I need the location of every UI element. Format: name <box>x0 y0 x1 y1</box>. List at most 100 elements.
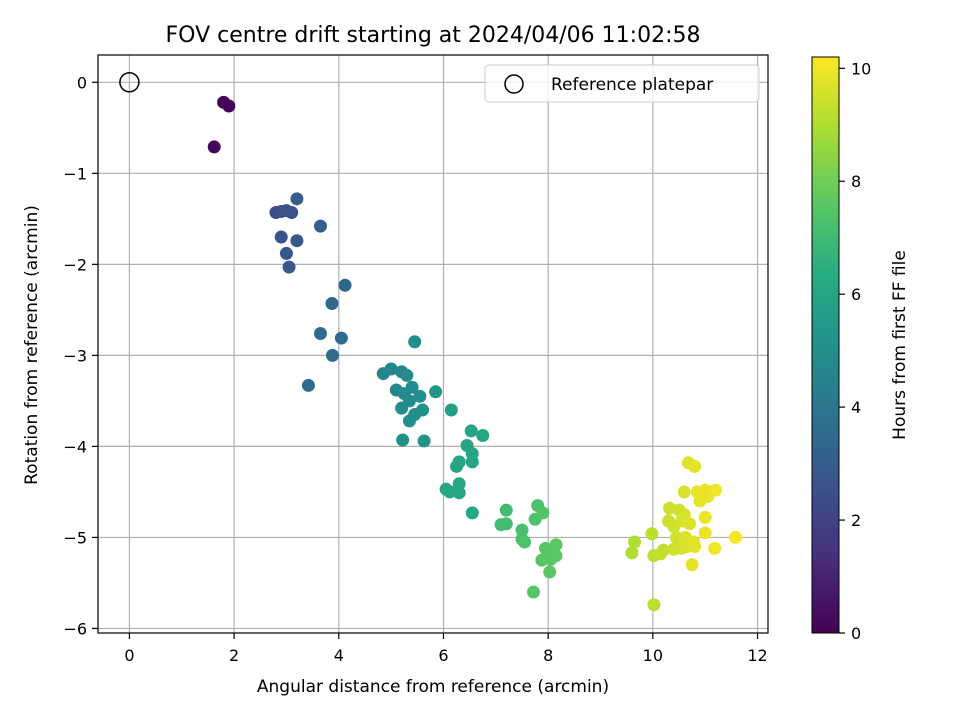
data-point <box>325 296 339 310</box>
y-axis-label: Rotation from reference (arcmin) <box>22 205 42 485</box>
x-tick-label: 0 <box>124 646 134 665</box>
y-tick-label: −4 <box>63 437 87 456</box>
data-point <box>274 230 288 244</box>
x-axis-label: Angular distance from reference (arcmin) <box>257 677 609 697</box>
y-tick-label: −3 <box>63 346 87 365</box>
colorbar-label: Hours from first FF file <box>890 250 910 440</box>
data-point <box>499 503 513 517</box>
data-point <box>465 506 479 520</box>
data-point <box>334 331 348 345</box>
data-point <box>222 99 236 113</box>
data-point <box>450 459 464 473</box>
y-tick-label: −1 <box>63 164 87 183</box>
data-point <box>527 585 540 599</box>
data-point <box>384 362 398 376</box>
colorbar-tick-label: 4 <box>851 398 861 417</box>
colorbar-tick-label: 6 <box>851 285 861 304</box>
data-point <box>549 538 563 552</box>
data-point <box>628 535 642 549</box>
data-point <box>698 526 712 540</box>
reference-marker <box>119 72 140 93</box>
data-point <box>413 389 427 403</box>
data-point <box>698 510 712 524</box>
data-point <box>444 403 458 417</box>
data-point <box>688 540 702 554</box>
data-point <box>536 506 550 520</box>
colorbar: 0 2 4 6 8 10 Hours from first FF file <box>811 56 910 643</box>
y-tick-label: 0 <box>77 73 87 92</box>
legend-marker-reference <box>504 74 524 94</box>
data-point <box>543 565 557 579</box>
x-tick-label: 10 <box>643 646 663 665</box>
data-point <box>326 348 339 362</box>
colorbar-frame <box>811 56 840 634</box>
data-point <box>544 552 558 566</box>
data-point <box>729 530 743 544</box>
data-point <box>429 385 443 399</box>
data-point <box>408 335 422 349</box>
data-point <box>647 598 661 612</box>
colorbar-tick-label: 0 <box>851 624 861 643</box>
y-axis-ticks: 0 −1 −2 −3 −4 −5 −6 <box>63 73 98 638</box>
data-point <box>669 530 683 544</box>
colorbar-gradient <box>812 57 839 633</box>
y-tick-label: −5 <box>63 528 87 547</box>
data-point <box>443 485 457 499</box>
colorbar-tick-label: 2 <box>851 511 861 530</box>
plot-frame <box>97 54 769 634</box>
data-point <box>290 192 304 206</box>
legend: Reference platepar <box>484 64 760 103</box>
data-point <box>400 368 414 382</box>
data-point <box>301 378 315 392</box>
data-point <box>402 414 416 428</box>
data-point <box>518 535 532 549</box>
legend-label-reference: Reference platepar <box>551 75 713 95</box>
colorbar-ticks: 0 2 4 6 8 10 <box>839 59 871 643</box>
data-point <box>452 486 466 500</box>
data-point <box>285 205 299 219</box>
data-point <box>417 434 431 448</box>
data-point <box>282 260 296 274</box>
data-point <box>645 527 659 541</box>
data-point <box>313 327 327 341</box>
x-tick-label: 6 <box>438 646 448 665</box>
data-point <box>416 403 430 417</box>
data-point <box>405 380 419 394</box>
data-point <box>207 140 221 154</box>
colorbar-tick-label: 10 <box>851 59 871 78</box>
data-point <box>688 459 702 473</box>
data-point <box>338 278 352 292</box>
data-point <box>452 477 466 491</box>
data-point <box>465 455 479 469</box>
data-point <box>499 517 513 531</box>
x-tick-label: 12 <box>747 646 767 665</box>
data-point <box>396 433 410 447</box>
data-point <box>654 547 668 561</box>
chart-title: FOV centre drift starting at 2024/04/06 … <box>166 23 701 48</box>
y-tick-label: −6 <box>63 619 87 638</box>
data-point <box>709 483 723 497</box>
data-point <box>625 546 639 560</box>
data-point <box>515 523 529 537</box>
data-point <box>395 401 409 415</box>
data-point <box>313 219 327 233</box>
x-tick-label: 8 <box>543 646 553 665</box>
data-point <box>708 541 722 555</box>
scatter-points <box>207 95 743 612</box>
data-point <box>279 246 293 260</box>
data-point <box>464 424 478 438</box>
data-point <box>290 234 304 248</box>
data-point <box>685 558 699 572</box>
reference-point <box>119 72 140 93</box>
legend-box <box>484 64 760 103</box>
x-tick-label: 2 <box>229 646 239 665</box>
data-point <box>682 517 696 531</box>
data-point <box>677 485 691 499</box>
x-axis-ticks: 0 2 4 6 8 10 12 <box>124 633 768 665</box>
y-tick-label: −2 <box>63 255 87 274</box>
data-point <box>667 542 681 556</box>
x-tick-label: 4 <box>334 646 344 665</box>
data-point <box>476 428 490 442</box>
colorbar-tick-label: 8 <box>851 172 861 191</box>
